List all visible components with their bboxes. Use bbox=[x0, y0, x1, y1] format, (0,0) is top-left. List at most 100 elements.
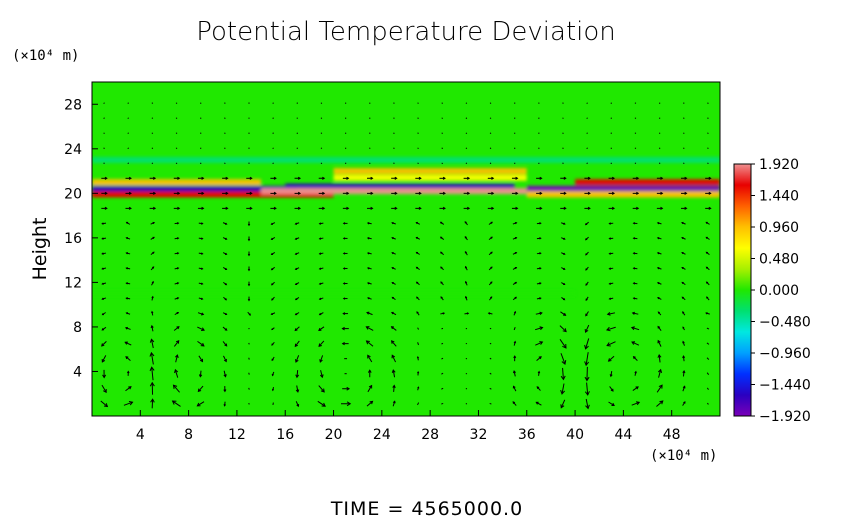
wind-vector bbox=[416, 370, 420, 376]
wind-vector bbox=[440, 296, 444, 301]
wind-vector bbox=[101, 297, 107, 300]
wind-vector bbox=[512, 370, 516, 377]
wind-vector bbox=[464, 250, 468, 256]
wind-vector bbox=[246, 191, 253, 195]
wind-vector bbox=[247, 221, 251, 227]
wind-vector bbox=[196, 401, 205, 407]
wind-vector bbox=[656, 400, 664, 407]
wind-vector bbox=[441, 402, 444, 405]
x-tick-label: 16 bbox=[276, 427, 294, 443]
wind-vector bbox=[632, 176, 640, 180]
wind-vector bbox=[342, 252, 348, 255]
wind-vector bbox=[440, 251, 445, 256]
wind-vector bbox=[248, 402, 250, 405]
wind-vector bbox=[197, 312, 205, 316]
wind-vector bbox=[512, 401, 517, 406]
wind-vector bbox=[222, 326, 228, 331]
wind-vector bbox=[248, 357, 250, 360]
wind-vector bbox=[585, 251, 589, 256]
wind-vector bbox=[706, 296, 710, 301]
wind-vector bbox=[318, 237, 324, 240]
wind-vector bbox=[342, 237, 348, 240]
wind-vector bbox=[174, 222, 180, 225]
wind-vector bbox=[126, 370, 130, 376]
wind-vector bbox=[513, 340, 517, 346]
wind-vector bbox=[392, 400, 396, 407]
wind-vector bbox=[632, 191, 640, 195]
wind-vector bbox=[101, 191, 108, 195]
wind-vector bbox=[223, 370, 227, 378]
wind-vector bbox=[197, 340, 205, 347]
wind-vector bbox=[657, 368, 663, 378]
wind-vector bbox=[101, 340, 107, 347]
wind-vector bbox=[489, 372, 492, 375]
wind-vector bbox=[125, 176, 132, 180]
wind-vector bbox=[318, 206, 326, 210]
heatmap-band bbox=[285, 183, 515, 190]
wind-vector bbox=[342, 386, 351, 391]
wind-vector bbox=[125, 356, 131, 361]
wind-vector bbox=[464, 312, 470, 315]
x-tick-label: 20 bbox=[325, 427, 343, 443]
wind-vector bbox=[367, 191, 374, 195]
wind-vector bbox=[632, 206, 640, 210]
wind-vector bbox=[682, 311, 686, 316]
wind-vector bbox=[512, 385, 517, 392]
wind-vector bbox=[197, 326, 205, 331]
wind-vector bbox=[271, 387, 275, 392]
wind-vector bbox=[173, 206, 181, 210]
wind-vector bbox=[270, 222, 276, 225]
wind-vector bbox=[391, 176, 398, 180]
wind-vector bbox=[608, 222, 614, 225]
wind-vector bbox=[100, 400, 109, 408]
wind-vector bbox=[341, 341, 349, 346]
wind-vector bbox=[584, 236, 589, 241]
wind-vector bbox=[342, 206, 350, 210]
wind-vector bbox=[608, 191, 616, 195]
wind-vector bbox=[198, 222, 204, 225]
wind-vector bbox=[608, 206, 616, 210]
wind-vector bbox=[560, 191, 567, 195]
wind-vector bbox=[342, 191, 350, 195]
wind-vector bbox=[511, 176, 519, 180]
wind-vector bbox=[463, 176, 471, 180]
wind-vector bbox=[174, 282, 180, 285]
time-label: TIME = 4565000.0 bbox=[330, 498, 523, 519]
wind-vector bbox=[586, 132, 588, 134]
wind-vector bbox=[511, 206, 519, 210]
wind-vector bbox=[415, 206, 422, 210]
wind-vector bbox=[606, 326, 616, 332]
wind-vector bbox=[464, 295, 468, 301]
wind-vector bbox=[101, 267, 107, 270]
wind-vector bbox=[391, 251, 396, 255]
wind-vector bbox=[391, 311, 397, 316]
wind-vector bbox=[657, 297, 662, 300]
wind-vector bbox=[536, 252, 542, 255]
wind-vector bbox=[512, 236, 518, 240]
wind-vector bbox=[318, 385, 325, 393]
wind-vector bbox=[365, 340, 374, 347]
wind-vector bbox=[174, 297, 180, 300]
wind-vector bbox=[706, 327, 710, 330]
wind-vector bbox=[559, 339, 567, 349]
wind-vector bbox=[367, 297, 372, 300]
colorbar-tick-label: 1.440 bbox=[759, 189, 799, 205]
wind-vector bbox=[631, 311, 639, 315]
wind-vector bbox=[608, 176, 616, 180]
wind-vector bbox=[536, 237, 542, 240]
wind-vector bbox=[634, 370, 637, 376]
wind-vector bbox=[705, 221, 710, 225]
wind-vector bbox=[440, 281, 444, 286]
wind-vector bbox=[415, 281, 420, 286]
wind-vector bbox=[561, 222, 566, 225]
wind-vector bbox=[606, 311, 616, 316]
wind-vector bbox=[681, 251, 686, 255]
wind-vector bbox=[270, 266, 275, 271]
y-tick-label: 4 bbox=[73, 364, 82, 380]
wind-vector bbox=[127, 147, 129, 149]
wind-vector bbox=[417, 327, 419, 330]
wind-vector bbox=[513, 310, 517, 316]
x-axis: 4 8 12 16 20 24 28 32 36 40 44 48 bbox=[136, 410, 681, 443]
wind-vector bbox=[585, 311, 589, 317]
wind-vector bbox=[270, 176, 277, 180]
